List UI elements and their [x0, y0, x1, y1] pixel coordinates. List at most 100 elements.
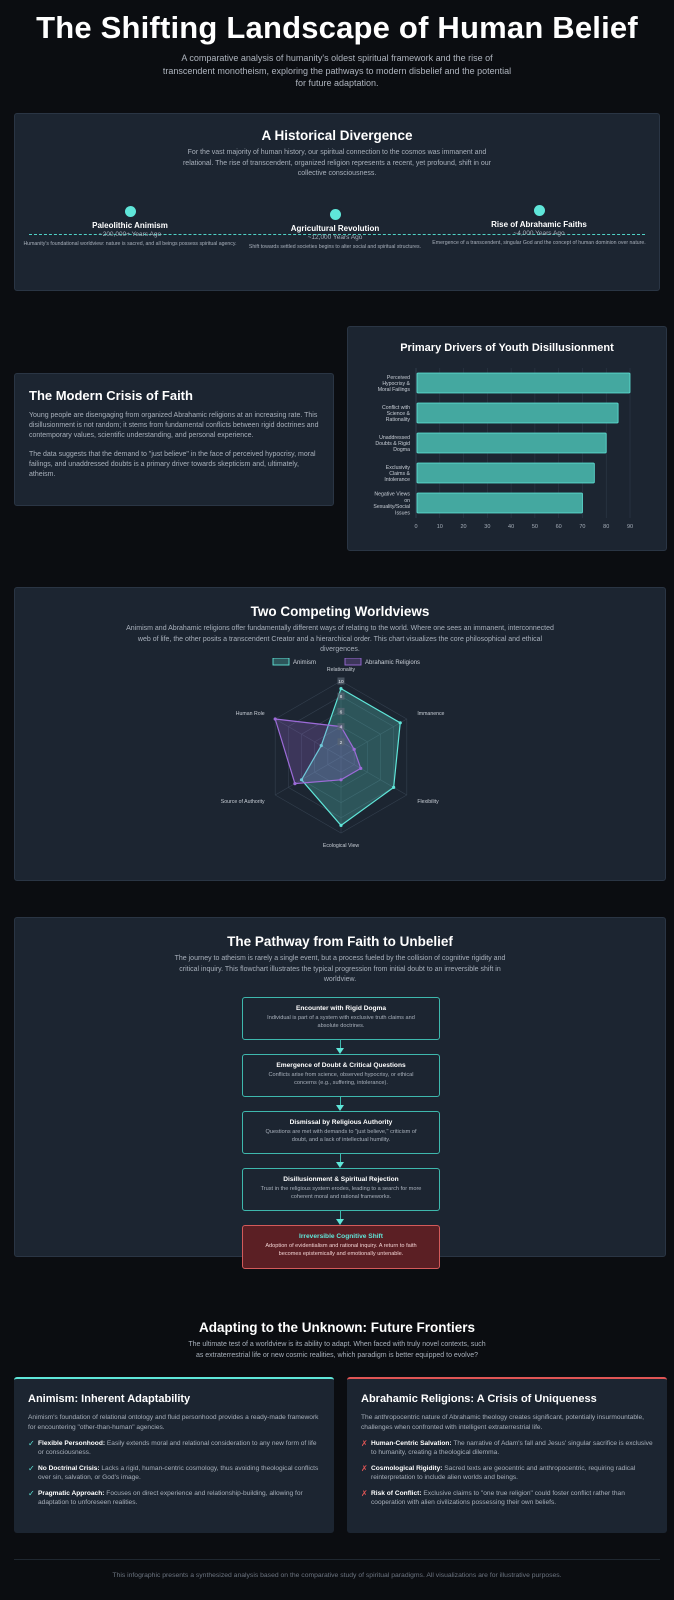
y-category-line: Hypocrisy &: [382, 381, 410, 387]
drivers-chart-section: Primary Drivers of Youth Disillusionment…: [347, 326, 667, 551]
page-title: The Shifting Landscape of Human Belief: [36, 10, 638, 45]
timeline-item-title: Agricultural Revolution: [290, 224, 380, 233]
y-category-label: Perceived Hypocrisy & Moral Failings: [378, 375, 411, 393]
y-category-label: Exclusivity Claims & Intolerance: [384, 465, 410, 483]
future-title: Adapting to the Unknown: Future Frontier…: [199, 1320, 475, 1335]
checkmark-icon: ✓: [28, 1464, 35, 1473]
y-category-label: Unaddressed Doubts & Rigid Dogma: [375, 435, 410, 453]
radar-point: [299, 778, 304, 782]
bar: [416, 402, 619, 424]
y-category-line: on: [404, 498, 410, 504]
radar-point: [339, 687, 343, 691]
future-header: Adapting to the Unknown: Future Frontier…: [0, 1320, 674, 1361]
radar-point: [398, 721, 402, 725]
worldviews-section: Two Competing Worldviews Animism and Abr…: [14, 587, 666, 881]
flow-step-desc: Individual is part of a system with excl…: [267, 1015, 415, 1029]
hero-header: The Shifting Landscape of Human Belief A…: [0, 0, 674, 90]
radar-tick-bg: [337, 677, 345, 685]
y-category-line: Intolerance: [384, 477, 410, 483]
radar-tick-label: 8: [340, 694, 343, 700]
x-tick-label: 60: [556, 524, 562, 530]
abrahamic-title: Abrahamic Religions: A Crisis of Uniquen…: [361, 1393, 597, 1405]
flow-connector: [340, 1211, 341, 1219]
list-item: ✗ Cosmological Rigidity: Sacred texts ar…: [361, 1464, 653, 1482]
list-item-text: Sacred texts are geocentric and anthropo…: [371, 1465, 636, 1481]
arrow-down-icon: [336, 1105, 344, 1111]
x-tick-label: 80: [603, 524, 609, 530]
arrow-down-icon: [336, 1048, 344, 1054]
timeline-item-desc: Emergence of a transcendent, singular Go…: [432, 240, 646, 246]
cross-icon: ✗: [361, 1464, 368, 1473]
worldviews-title: Two Competing Worldviews: [250, 604, 430, 619]
legend-label: Animism: [293, 660, 316, 666]
timeline-item-desc: Shift towards settled societies begins t…: [248, 244, 422, 250]
bar: [416, 372, 631, 394]
checkmark-icon: ✓: [28, 1489, 35, 1498]
list-item-label: Pragmatic Approach:: [38, 1490, 105, 1497]
radar-tick-bg: [337, 707, 345, 715]
abrahamic-intro: The anthropocentric nature of Abrahamic …: [361, 1414, 644, 1431]
y-category-line: Perceived: [387, 375, 410, 381]
radar-tick-bg: [337, 723, 345, 731]
timeline-dot: [329, 209, 341, 220]
legend-swatch: [344, 658, 362, 666]
y-category-line: Science &: [387, 411, 411, 417]
radar-spoke: [275, 756, 342, 796]
radar-point: [293, 782, 297, 786]
x-tick-label: 50: [532, 524, 538, 530]
radar-tick-label: 4: [340, 725, 343, 731]
timeline-item-abrahamic: Rise of Abrahamic Faiths ~4,000 Years Ag…: [429, 205, 649, 247]
radar-tick-bg: [337, 738, 345, 746]
future-intro: The ultimate test of a worldview is its …: [188, 1341, 486, 1359]
list-item-text: Exclusive claims to "one true religion" …: [371, 1490, 625, 1506]
flow-connector: [340, 1154, 341, 1162]
radar-axis-label: Ecological View: [323, 843, 359, 849]
timeline-line: [29, 234, 645, 235]
timeline-dot: [533, 205, 545, 216]
flow-step-dismissal: Dismissal by Religious Authority Questio…: [242, 1111, 440, 1154]
radar-spoke: [340, 756, 407, 796]
pathway-intro: The journey to atheism is rarely a singl…: [174, 955, 506, 983]
timeline-title: A Historical Divergence: [261, 128, 413, 143]
x-tick-label: 90: [627, 524, 633, 530]
y-category-line: Unaddressed: [379, 435, 410, 441]
flow-step-title: Emergence of Doubt & Critical Questions: [276, 1062, 406, 1069]
flow-step-title: Irreversible Cognitive Shift: [299, 1233, 383, 1240]
flow-step-dogma: Encounter with Rigid Dogma Individual is…: [242, 997, 440, 1040]
list-item: ✓ Pragmatic Approach: Focuses on direct …: [28, 1489, 320, 1507]
y-category-line: Doubts & Rigid: [375, 441, 410, 447]
animism-intro: Animism's foundation of relational ontol…: [28, 1414, 319, 1431]
timeline-section: A Historical Divergence For the vast maj…: [14, 113, 660, 291]
radar-point: [339, 778, 343, 782]
flow-step-desc: Questions are met with demands to "just …: [265, 1129, 417, 1143]
legend-swatch: [272, 658, 290, 666]
checkmark-icon: ✓: [28, 1439, 35, 1448]
bar: [416, 462, 595, 484]
timeline-item-agricultural: Agricultural Revolution ~12,000 Years Ag…: [225, 209, 445, 251]
radar-point: [392, 785, 396, 789]
list-item: ✓ Flexible Personhood: Easily extends mo…: [28, 1439, 320, 1457]
bar: [416, 432, 607, 454]
radar-tick-label: 6: [340, 709, 343, 715]
arrow-down-icon: [336, 1219, 344, 1225]
list-item-label: Risk of Conflict:: [371, 1490, 422, 1497]
list-item-label: Cosmological Rigidity:: [371, 1465, 443, 1472]
flow-step-disillusionment: Disillusionment & Spiritual Rejection Tr…: [242, 1168, 440, 1211]
radar-point: [319, 744, 323, 748]
y-category-line: Dogma: [393, 447, 410, 453]
crisis-paragraph: The data suggests that the demand to "ju…: [29, 450, 316, 479]
legend-label: Abrahamic Religions: [365, 660, 420, 666]
radar-axis-label: Immanence: [417, 711, 444, 717]
y-category-line: Conflict with: [382, 405, 410, 411]
footer-text: This infographic presents a synthesized …: [112, 1572, 562, 1579]
flow-step-desc: Adoption of evidentialism and rational i…: [265, 1243, 417, 1257]
y-category-line: Rationality: [386, 417, 411, 423]
y-category-line: Negative Views: [374, 492, 410, 498]
flow-step-title: Dismissal by Religious Authority: [289, 1119, 393, 1126]
list-item: ✗ Risk of Conflict: Exclusive claims to …: [361, 1489, 653, 1507]
radar-spoke: [340, 718, 407, 758]
timeline-item-date: ~12,000 Years Ago: [307, 234, 363, 241]
cross-icon: ✗: [361, 1439, 368, 1448]
radar-axis-label: Human Role: [236, 711, 265, 717]
